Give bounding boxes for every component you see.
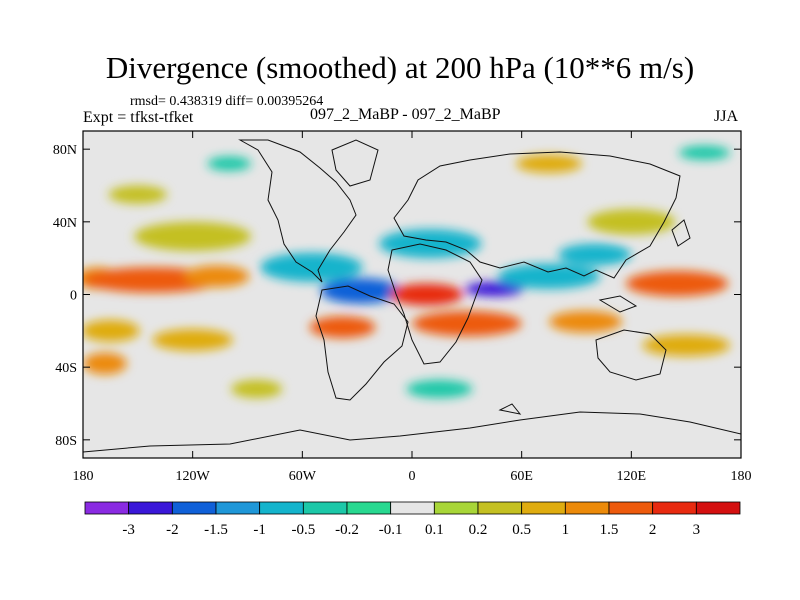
- colorbar-label-10: 1: [562, 522, 570, 538]
- colorbar-swatch-12: [608, 501, 654, 515]
- coastline-africa: [387, 243, 483, 365]
- colorbar-swatch-11: [564, 501, 610, 515]
- colorbar-swatch-2: [171, 501, 217, 515]
- field-blob-11: [379, 229, 482, 259]
- field-blob-3: [83, 319, 140, 342]
- colorbar-swatch-1: [128, 501, 173, 515]
- colorbar: -3 -2 -1.5 -1 -0.5 -0.2 -0.1 0.1 0.2 0.5 1 1.5 2 3: [84, 501, 741, 538]
- coastline-outlines: [83, 139, 741, 453]
- field-blob-12: [412, 310, 522, 337]
- field-blob-19: [108, 185, 168, 204]
- colorbar-swatch-6: [346, 501, 392, 515]
- colorbar-label-13: 3: [693, 522, 701, 538]
- coastline-eurasia: [393, 151, 681, 279]
- field-blob-16: [549, 310, 623, 333]
- chart-title: Divergence (smoothed) at 200 hPa (10**6 …: [105, 50, 695, 85]
- field-blob-2: [183, 265, 250, 288]
- y-tick-label-3: 40S: [55, 361, 77, 376]
- coastline-antarctica: [83, 411, 741, 453]
- colorbar-label-12: 2: [649, 522, 657, 538]
- colorbar-swatch-13: [652, 501, 697, 515]
- colorbar-label-7: 0.1: [425, 522, 444, 538]
- field-blob-7: [260, 252, 363, 282]
- y-tick-label-2: 0: [70, 289, 77, 304]
- coastline-islands: [498, 219, 691, 415]
- y-tick-label-4: 80S: [55, 434, 77, 449]
- colorbar-label-4: -0.5: [291, 522, 315, 538]
- x-tick-label-4: 60E: [510, 469, 533, 484]
- x-tick-label-1: 120W: [176, 469, 211, 484]
- field-blob-18: [642, 334, 731, 357]
- colorbar-swatch-5: [302, 501, 348, 515]
- colorbar-swatch-0: [84, 501, 130, 515]
- colorbar-swatch-9: [477, 501, 523, 515]
- colorbar-swatch-10: [521, 501, 566, 515]
- field-blob-24: [516, 154, 582, 173]
- y-tick-label-1: 40N: [53, 216, 77, 231]
- y-axis: 80N 40N 0 40S 80S: [53, 143, 741, 449]
- colorbar-label-2: -1.5: [204, 522, 228, 538]
- y-tick-label-0: 80N: [53, 143, 77, 158]
- rmsd-label: rmsd= 0.438319 diff= 0.00395264: [130, 94, 324, 109]
- coastline-north-america: [238, 139, 357, 283]
- field-blob-6: [134, 221, 252, 251]
- divergence-field: [83, 145, 731, 399]
- colorbar-label-5: -0.2: [335, 522, 359, 538]
- field-blob-15: [558, 243, 632, 266]
- colorbar-label-11: 1.5: [600, 522, 619, 538]
- experiment-label: Expt = tfkst-tfket: [83, 109, 194, 126]
- colorbar-label-3: -1: [253, 522, 266, 538]
- field-blob-10: [390, 283, 464, 306]
- colorbar-label-8: 0.2: [469, 522, 488, 538]
- coastline-australia: [595, 329, 667, 381]
- coastline-greenland: [331, 139, 379, 187]
- field-blob-25: [207, 156, 252, 171]
- colorbar-label-1: -2: [166, 522, 179, 538]
- field-blob-4: [152, 329, 233, 351]
- x-tick-label-3: 0: [409, 469, 416, 484]
- field-blob-20: [587, 209, 676, 235]
- case-label: 097_2_MaBP - 097_2_MaBP: [310, 106, 501, 123]
- colorbar-label-0: -3: [122, 522, 135, 538]
- x-tick-label-0: 180: [73, 469, 94, 484]
- x-tick-label-6: 180: [731, 469, 752, 484]
- colorbar-swatch-7: [390, 501, 435, 515]
- season-label: JJA: [714, 108, 739, 125]
- x-axis: 180 120W 60W 0 60E 120E 180: [73, 131, 752, 484]
- field-blob-23: [678, 145, 731, 161]
- colorbar-swatch-8: [433, 501, 479, 515]
- colorbar-label-6: -0.1: [379, 522, 403, 538]
- field-blob-22: [406, 379, 473, 399]
- coastline-south-america: [315, 285, 409, 401]
- colorbar-label-9: 0.5: [512, 522, 531, 538]
- colorbar-swatch-14: [695, 501, 741, 515]
- field-blob-17: [625, 270, 729, 297]
- x-tick-label-5: 120E: [617, 469, 647, 484]
- colorbar-swatch-4: [259, 501, 304, 515]
- x-tick-label-2: 60W: [289, 469, 317, 484]
- field-blob-9: [309, 316, 376, 339]
- field-blob-8: [320, 278, 402, 304]
- field-blob-5: [83, 352, 127, 375]
- field-blob-14: [497, 263, 601, 290]
- colorbar-swatch-3: [215, 501, 261, 515]
- field-blob-21: [231, 379, 283, 399]
